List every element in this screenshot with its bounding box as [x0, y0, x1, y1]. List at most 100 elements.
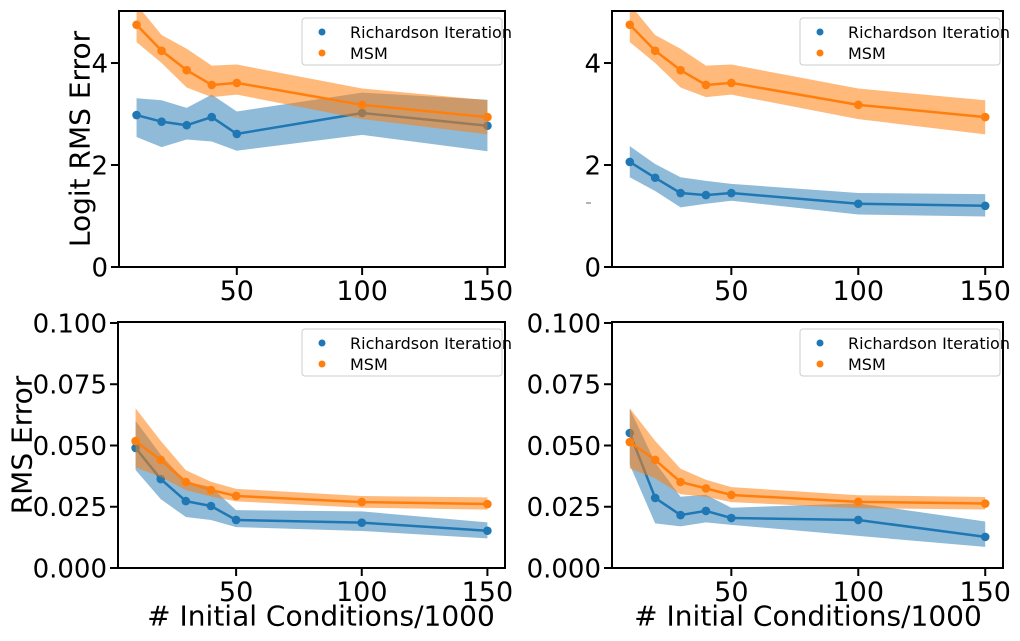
legend: Richardson Iteration MSM: [301, 17, 512, 66]
richardson-data-point: [676, 510, 685, 520]
msm-data-point: [207, 80, 217, 90]
legend-box: [799, 328, 1001, 377]
msm-data-point: [132, 20, 141, 30]
msm-data-point: [727, 490, 736, 500]
msm-legend-marker-icon: [318, 360, 326, 368]
richardson-data-point: [132, 110, 141, 120]
y-tick-label: 0.075: [33, 371, 107, 401]
msm-data-point: [980, 499, 990, 508]
x-tick-label: 150: [959, 577, 1011, 608]
msm-data-point: [483, 112, 492, 122]
msm-data-point: [625, 20, 635, 30]
richardson-legend-marker-icon: [318, 28, 326, 36]
legend: Richardson Iteration MSM: [799, 328, 1010, 377]
richardson-data-point: [980, 201, 990, 211]
richardson-data-point: [206, 501, 216, 511]
legend-label-richardson: Richardson Iteration: [350, 334, 512, 353]
y-tick-label: 4: [91, 49, 108, 79]
y-tick-label: 2: [584, 151, 601, 181]
richardson-confidence-band: [629, 408, 986, 547]
richardson-data-point: [727, 188, 736, 198]
richardson-data-point: [701, 506, 711, 516]
richardson-data-point: [231, 515, 241, 525]
msm-data-point: [131, 436, 140, 446]
y-tick-label: 0: [91, 253, 108, 283]
y-axis-label-bottom-left: RMS Error: [5, 375, 39, 515]
richardson-data-point: [853, 199, 863, 209]
legend-label-msm: MSM: [848, 44, 886, 63]
msm-data-point: [357, 100, 367, 110]
msm-data-point: [157, 46, 166, 56]
msm-legend-marker-icon: [816, 49, 824, 57]
legend-box: [799, 17, 1001, 66]
msm-series: [131, 408, 492, 510]
x-axis-label-bottom-left: # Initial Conditions/1000: [147, 599, 495, 633]
legend: Richardson Iteration MSM: [799, 17, 1010, 66]
msm-data-point: [625, 437, 635, 447]
msm-data-point: [181, 477, 191, 487]
y-tick-label: 0: [584, 253, 601, 283]
x-tick-label: 50: [219, 577, 253, 608]
richardson-legend-marker-icon: [318, 339, 326, 347]
msm-legend-marker-icon: [318, 49, 326, 57]
y-tick-label: 0.100: [33, 309, 107, 339]
richardson-legend-marker-icon: [816, 339, 824, 347]
richardson-confidence-band: [629, 146, 986, 217]
y-tick-label: 0.100: [527, 309, 601, 339]
legend-box: [301, 328, 503, 377]
y-tick-label: 0.025: [527, 493, 601, 523]
stray-tick-mark: [586, 202, 591, 204]
x-tick-label: 50: [714, 276, 748, 307]
richardson-data-point: [357, 518, 367, 527]
chart-bottom-left: 50 100 150 0.000 0.025 0.050 0.075 0.100 Richard…: [33, 309, 514, 608]
y-tick-label: 4: [584, 49, 601, 79]
msm-legend-marker-icon: [816, 360, 824, 368]
legend-label-richardson: Richardson Iteration: [350, 23, 512, 42]
x-tick-label: 150: [462, 577, 514, 608]
richardson-data-point: [182, 120, 191, 130]
msm-confidence-band: [136, 11, 488, 135]
x-tick-label: 50: [714, 577, 748, 608]
richardson-data-point: [650, 493, 660, 503]
richardson-legend-marker-icon: [816, 28, 824, 36]
richardson-data-point: [853, 515, 863, 525]
x-tick-label: 50: [220, 276, 254, 307]
richardson-data-point: [676, 188, 685, 198]
legend-label-richardson: Richardson Iteration: [848, 23, 1010, 42]
msm-data-point: [676, 65, 685, 75]
legend-box: [301, 17, 503, 66]
richardson-data-point: [701, 190, 711, 200]
richardson-data-point: [207, 112, 217, 122]
msm-data-point: [727, 78, 736, 88]
msm-data-point: [231, 491, 241, 501]
msm-data-point: [650, 46, 660, 56]
x-tick-label: 100: [833, 577, 885, 608]
richardson-data-point: [650, 173, 660, 183]
chart-top-left: 50 100 150 0 2 4 Richardson Iteration MSM: [91, 10, 514, 307]
y-tick-label: 0.000: [33, 554, 107, 584]
msm-data-point: [483, 499, 492, 509]
chart-top-right: 50 100 150 0 2 4 Richardson Iteration MSM: [584, 10, 1011, 307]
y-tick-label: 0.025: [33, 493, 107, 523]
legend: Richardson Iteration MSM: [301, 328, 512, 377]
y-tick-label: 0.000: [527, 554, 601, 584]
msm-data-point: [676, 477, 685, 487]
richardson-series: [625, 146, 990, 217]
x-tick-label: 150: [462, 276, 514, 307]
axes-spines: [118, 10, 506, 268]
msm-data-point: [701, 80, 711, 90]
x-tick-label: 100: [833, 276, 885, 307]
msm-data-point: [182, 65, 191, 75]
x-tick-label: 150: [959, 276, 1011, 307]
msm-confidence-band: [135, 408, 488, 510]
x-tick-label: 100: [336, 577, 388, 608]
y-tick-label: 2: [91, 151, 108, 181]
legend-label-richardson: Richardson Iteration: [848, 334, 1010, 353]
msm-series: [625, 408, 990, 510]
legend-label-msm: MSM: [350, 355, 388, 374]
msm-data-point: [650, 455, 660, 465]
msm-series: [132, 11, 492, 135]
msm-data-point: [357, 497, 367, 507]
chart-bottom-right: 50 100 150 0.000 0.025 0.050 0.075 0.100 Richard…: [527, 309, 1011, 608]
